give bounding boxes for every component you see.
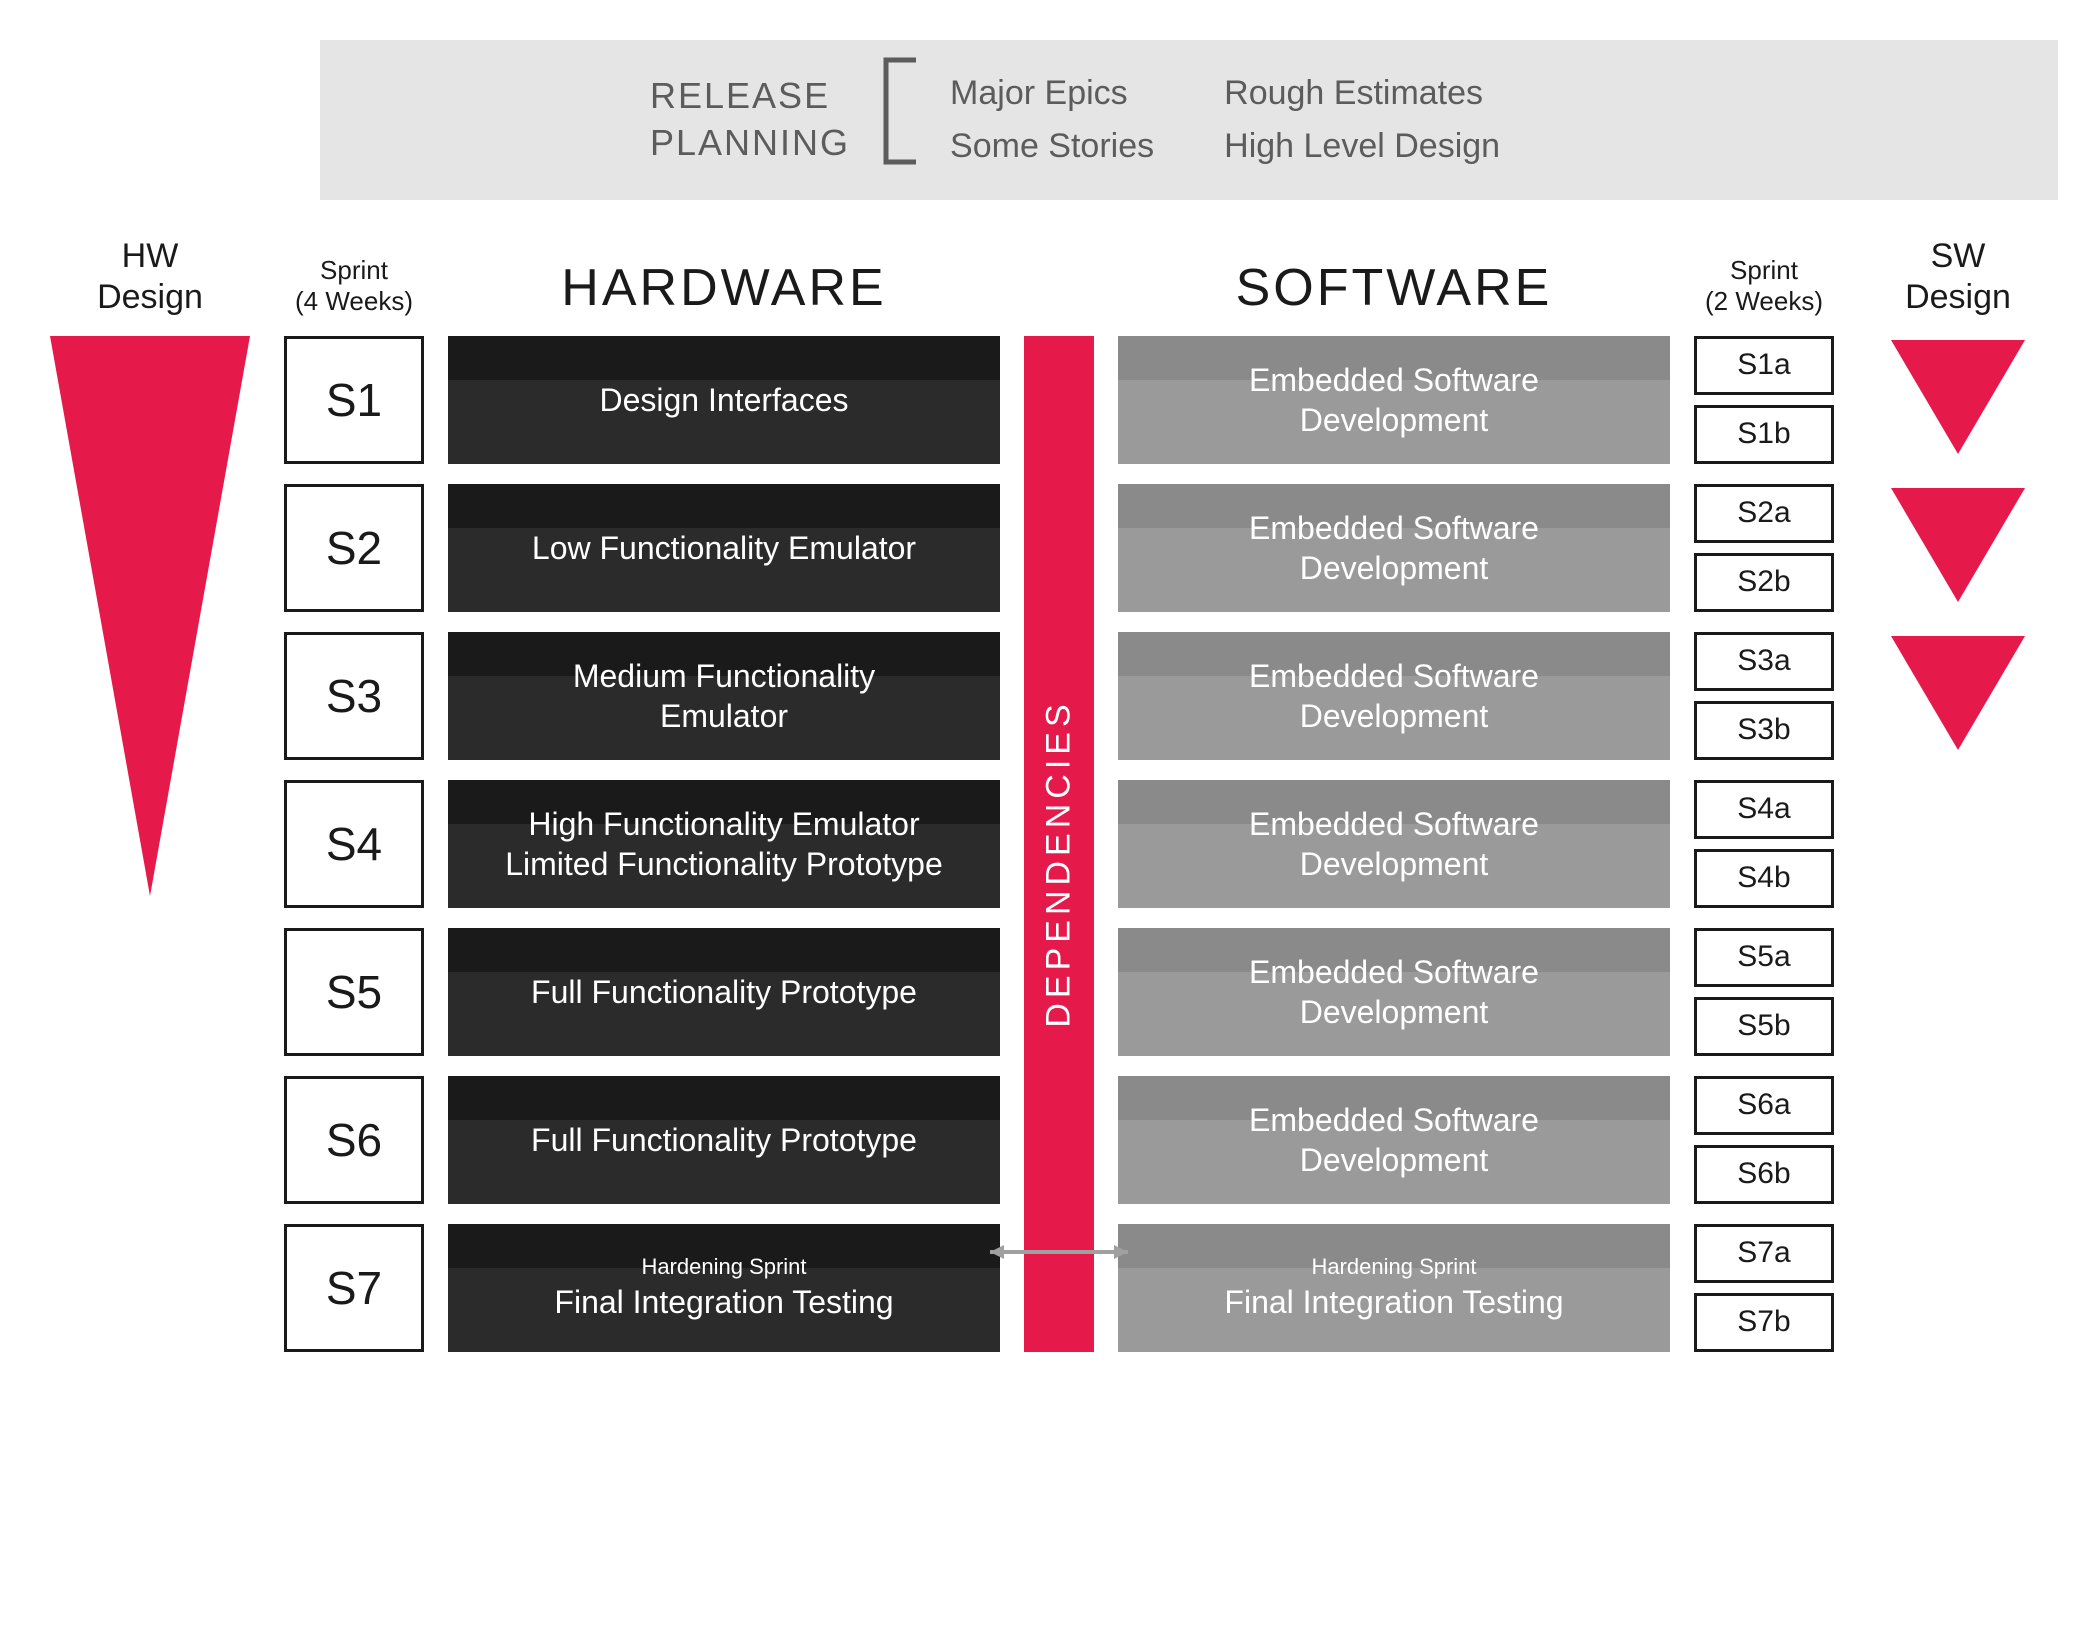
hardware-block: Design Interfaces (448, 336, 1000, 464)
hw-sprint-box: S5 (284, 928, 424, 1056)
sw-sprint-pair: S3aS3b (1694, 632, 1834, 760)
sw-design-triangle (1883, 484, 2033, 612)
hw-sprint-box: S3 (284, 632, 424, 760)
hw-sprint-box: S2 (284, 484, 424, 612)
sw-sprint-box: S3a (1694, 632, 1834, 691)
hw-sprint-box: S6 (284, 1076, 424, 1204)
software-block: Embedded SoftwareDevelopment (1118, 1076, 1670, 1204)
hardware-column: Design Interfaces Low Functionality Emula… (448, 336, 1000, 1352)
sw-sprint-box: S1b (1694, 405, 1834, 464)
hardware-block: Medium FunctionalityEmulator (448, 632, 1000, 760)
sw-design-triangle-column (1858, 336, 2058, 760)
header-item: Some Stories (950, 120, 1154, 173)
software-block: Embedded SoftwareDevelopment (1118, 780, 1670, 908)
hardware-block: Hardening SprintFinal Integration Testin… (448, 1224, 1000, 1352)
hw-sprint-column: S1 S2 S3 S4 S5 S6 S7 (284, 336, 424, 1352)
hardware-title: HARDWARE (448, 258, 1000, 318)
sw-sprint-title: Sprint (2 Weeks) (1694, 255, 1834, 317)
header-item: Rough Estimates (1224, 67, 1500, 120)
sw-sprint-box: S5b (1694, 997, 1834, 1056)
header-title: RELEASE PLANNING (650, 73, 850, 167)
sw-design-triangle (1883, 632, 2033, 760)
sw-design-title: SW Design (1858, 236, 2058, 318)
sw-sprint-box: S7b (1694, 1293, 1834, 1352)
software-block: Embedded SoftwareDevelopment (1118, 484, 1670, 612)
sw-sprint-box: S1a (1694, 336, 1834, 395)
column-titles: HW Design Sprint (4 Weeks) HARDWARE SOFT… (40, 236, 2058, 318)
hardware-block: Full Functionality Prototype (448, 928, 1000, 1056)
header-title-line2: PLANNING (650, 122, 850, 163)
software-block: Embedded SoftwareDevelopment (1118, 632, 1670, 760)
header-item: High Level Design (1224, 120, 1500, 173)
release-planning-header: RELEASE PLANNING Major Epics Some Storie… (320, 40, 2058, 200)
hw-sprint-box: S1 (284, 336, 424, 464)
sw-sprint-box: S2a (1694, 484, 1834, 543)
sw-sprint-box: S6b (1694, 1145, 1834, 1204)
hardening-sprint-label: Hardening Sprint (554, 1253, 893, 1281)
software-title: SOFTWARE (1118, 258, 1670, 318)
diagram-root: RELEASE PLANNING Major Epics Some Storie… (40, 40, 2058, 1352)
hardware-block: Full Functionality Prototype (448, 1076, 1000, 1204)
sw-sprint-box: S2b (1694, 553, 1834, 612)
sw-sprint-pair: S6aS6b (1694, 1076, 1834, 1204)
header-col-2: Rough Estimates High Level Design (1224, 67, 1500, 172)
sw-sprint-pair: S2aS2b (1694, 484, 1834, 612)
software-block: Embedded SoftwareDevelopment (1118, 928, 1670, 1056)
hw-sprint-title: Sprint (4 Weeks) (284, 255, 424, 317)
hardening-sprint-label: Hardening Sprint (1224, 1253, 1563, 1281)
hw-design-title: HW Design (40, 236, 260, 318)
sw-sprint-column: S1aS1bS2aS2bS3aS3bS4aS4bS5aS5bS6aS6bS7aS… (1694, 336, 1834, 1352)
sw-sprint-box: S5a (1694, 928, 1834, 987)
sw-sprint-box: S6a (1694, 1076, 1834, 1135)
header-title-line1: RELEASE (650, 75, 830, 116)
header-col-1: Major Epics Some Stories (950, 67, 1154, 172)
sw-sprint-box: S4a (1694, 780, 1834, 839)
diagram-body: S1 S2 S3 S4 S5 S6 S7 Design Interfaces Low Func… (40, 336, 2058, 1352)
bracket-icon (880, 56, 920, 178)
header-item: Major Epics (950, 67, 1154, 120)
hw-design-triangle (40, 336, 260, 896)
hw-sprint-box: S4 (284, 780, 424, 908)
software-column: Embedded SoftwareDevelopment Embedded Sof… (1118, 336, 1670, 1352)
sw-sprint-pair: S7aS7b (1694, 1224, 1834, 1352)
sw-sprint-pair: S4aS4b (1694, 780, 1834, 908)
sw-sprint-pair: S1aS1b (1694, 336, 1834, 464)
sw-sprint-box: S7a (1694, 1224, 1834, 1283)
hardware-block: Low Functionality Emulator (448, 484, 1000, 612)
sw-sprint-box: S4b (1694, 849, 1834, 908)
sw-sprint-pair: S5aS5b (1694, 928, 1834, 1056)
hw-sprint-box: S7 (284, 1224, 424, 1352)
dependencies-label: DEPENDENCIES (1040, 699, 1079, 1027)
sw-design-triangle (1883, 336, 2033, 464)
software-block: Hardening SprintFinal Integration Testin… (1118, 1224, 1670, 1352)
hardware-block: High Functionality EmulatorLimited Funct… (448, 780, 1000, 908)
sw-sprint-box: S3b (1694, 701, 1834, 760)
dependencies-strip: DEPENDENCIES (1024, 336, 1094, 1352)
software-block: Embedded SoftwareDevelopment (1118, 336, 1670, 464)
